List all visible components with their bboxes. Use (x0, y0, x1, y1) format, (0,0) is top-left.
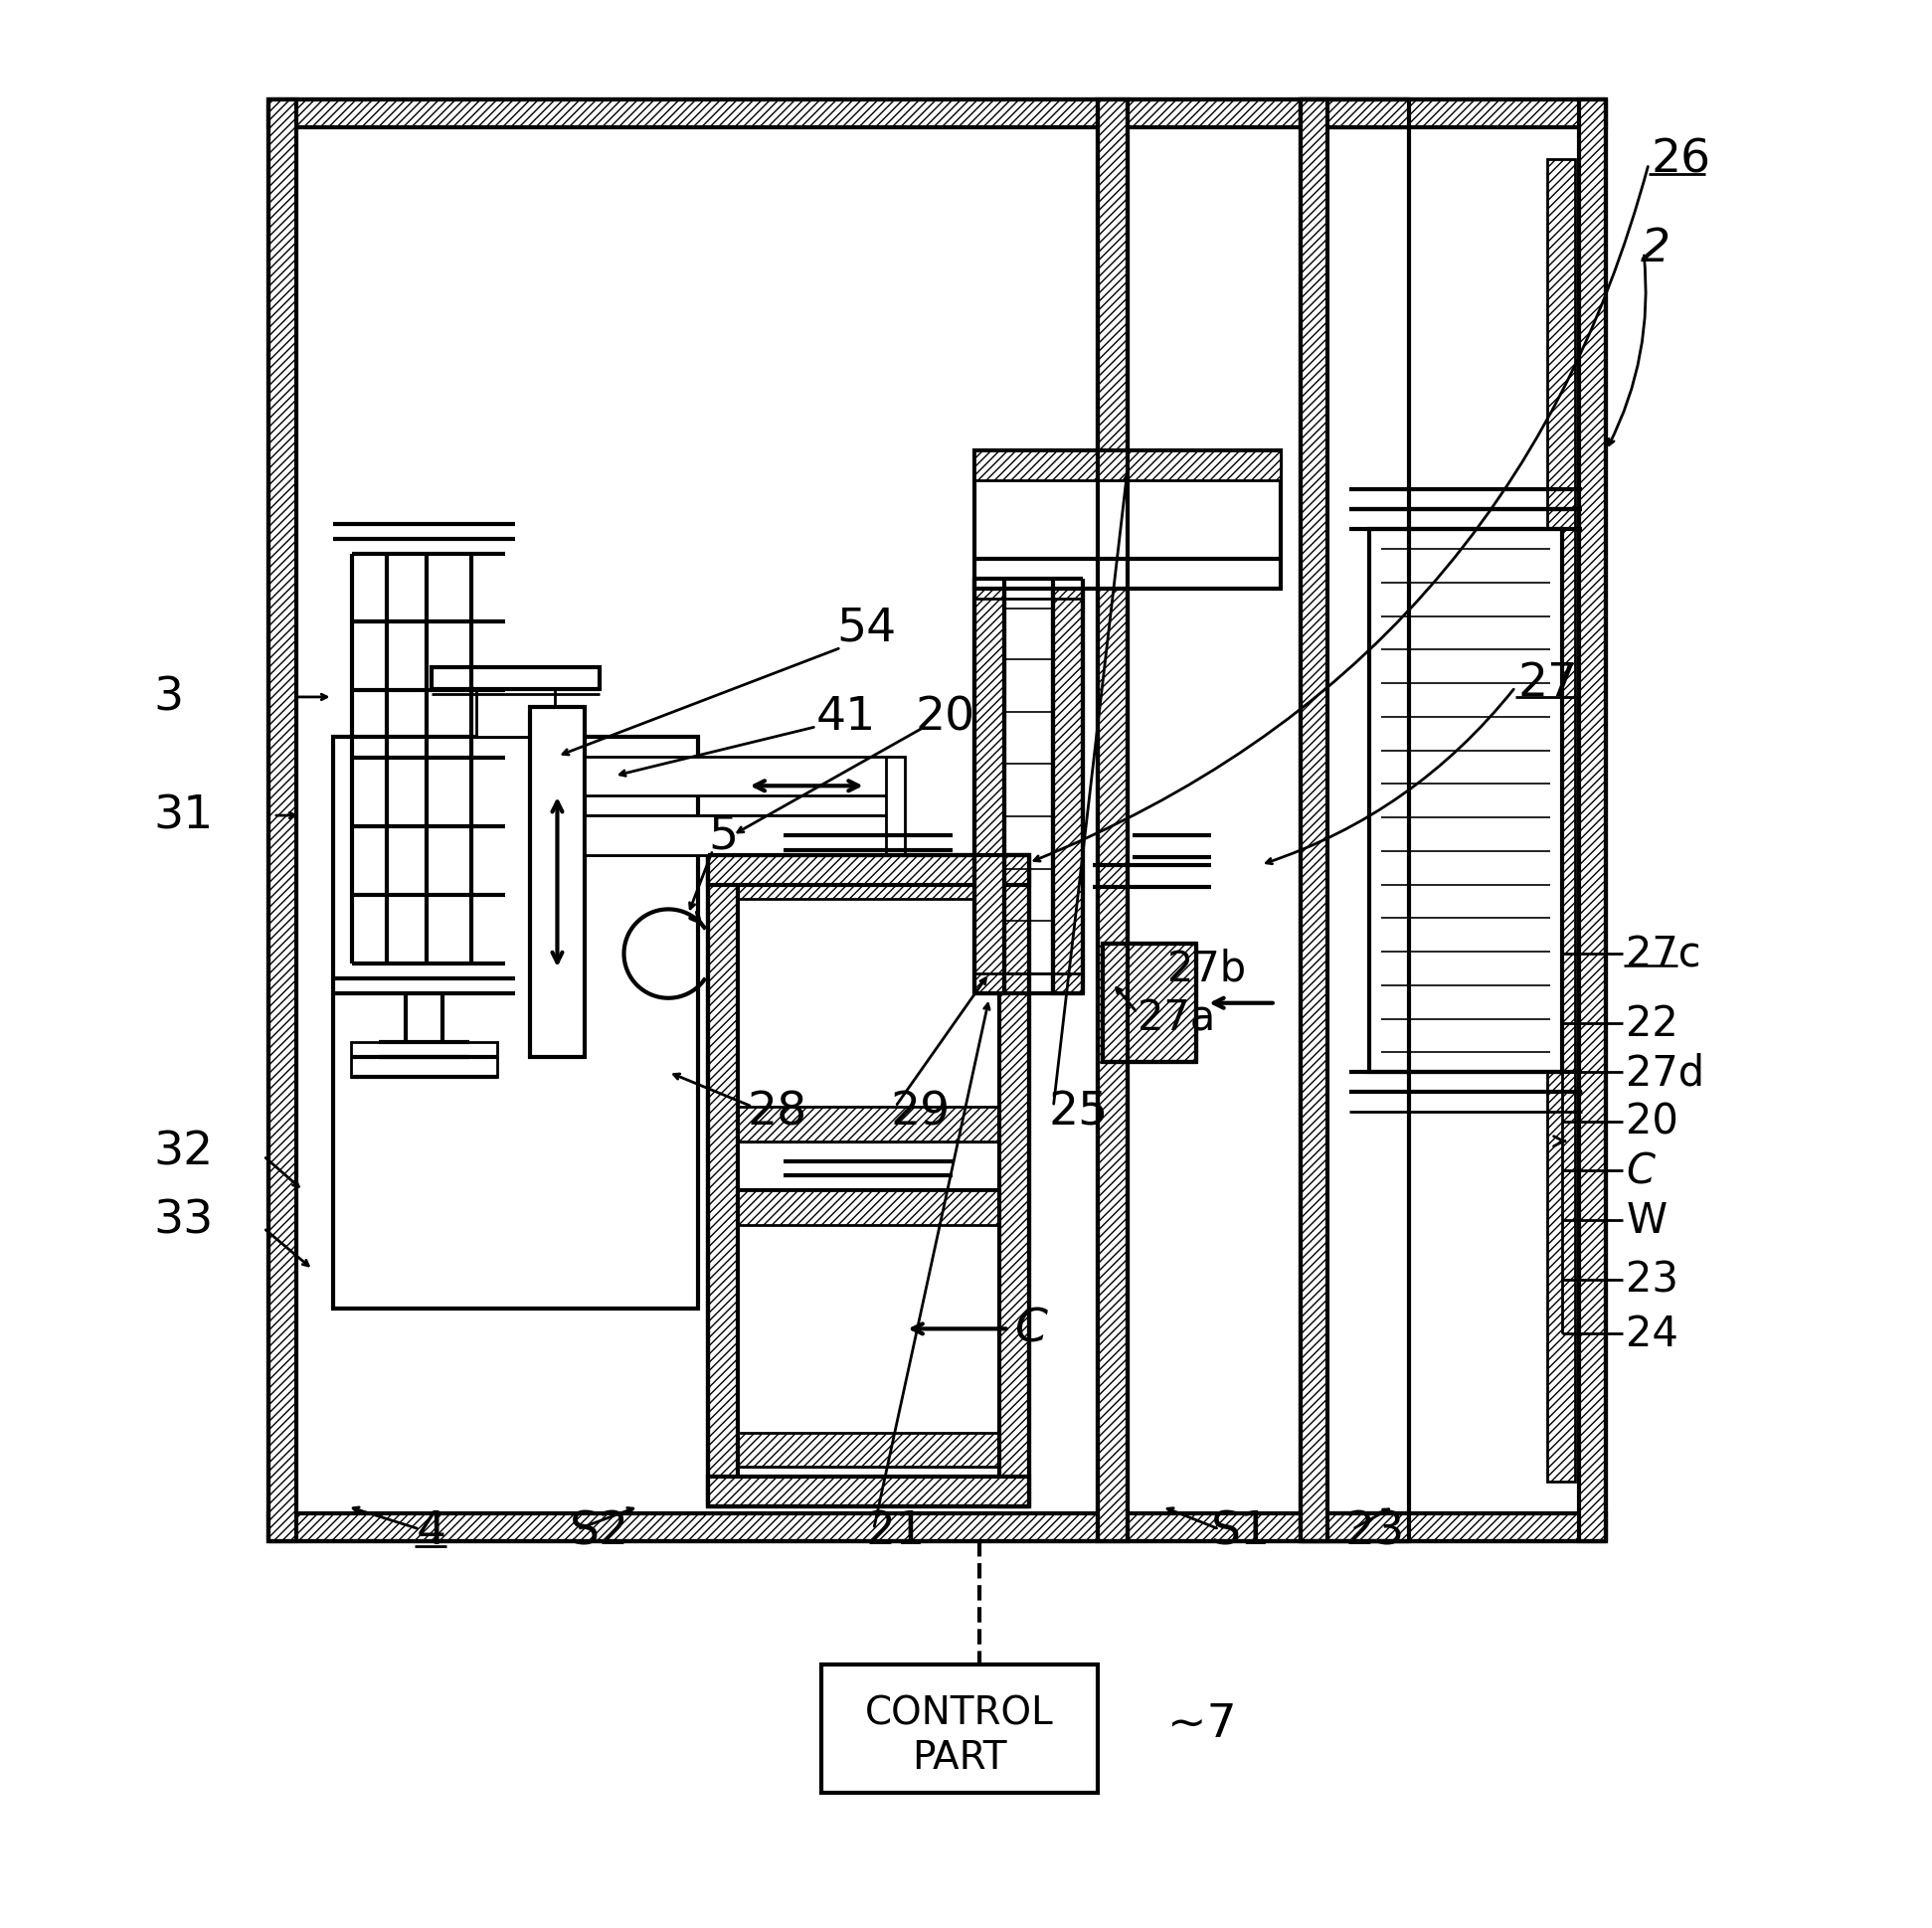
Text: 21: 21 (866, 1510, 925, 1554)
Bar (707, 856, 1028, 885)
Bar (728, 1192, 1009, 1226)
Text: 54: 54 (837, 605, 896, 652)
Bar (728, 1433, 1009, 1467)
Text: 29: 29 (891, 1089, 951, 1134)
Text: 27d: 27d (1627, 1051, 1704, 1093)
Text: 33: 33 (153, 1197, 213, 1244)
Text: S1: S1 (1211, 1510, 1271, 1554)
Text: ~7: ~7 (1167, 1700, 1236, 1747)
Text: 3: 3 (153, 675, 184, 719)
Bar (1053, 578, 1084, 993)
Bar (585, 816, 891, 856)
Bar (974, 451, 1281, 480)
Bar (885, 758, 906, 856)
Text: C: C (1014, 1307, 1047, 1352)
Text: 27b: 27b (1167, 949, 1246, 989)
Text: 27c: 27c (1627, 933, 1702, 976)
Bar (475, 667, 554, 736)
Text: 32: 32 (153, 1130, 213, 1174)
Bar (1578, 100, 1605, 1540)
Text: 25: 25 (1049, 1089, 1109, 1134)
Text: 20: 20 (1627, 1101, 1679, 1143)
Bar (431, 667, 599, 690)
Text: 23: 23 (1627, 1259, 1679, 1301)
Text: 20: 20 (916, 694, 976, 740)
Bar (728, 1192, 1009, 1467)
Text: 26: 26 (1650, 137, 1710, 183)
Text: 4: 4 (417, 1510, 446, 1554)
Text: 5: 5 (707, 814, 738, 858)
Text: 23: 23 (1345, 1510, 1405, 1554)
Text: CONTROL: CONTROL (866, 1695, 1055, 1731)
Bar (269, 1513, 1408, 1540)
Bar (707, 856, 738, 1506)
Bar (332, 736, 697, 1309)
Bar (999, 856, 1028, 1506)
Bar (1300, 1513, 1605, 1540)
Text: W: W (1627, 1199, 1667, 1242)
Text: 2: 2 (1640, 226, 1671, 272)
Bar (529, 708, 585, 1058)
Bar (821, 1664, 1097, 1793)
Text: PART: PART (912, 1737, 1007, 1776)
Text: 31: 31 (153, 794, 213, 839)
Text: 27a: 27a (1138, 997, 1215, 1039)
Text: C: C (1627, 1151, 1656, 1192)
Bar (1548, 160, 1575, 1483)
Text: 22: 22 (1627, 1003, 1679, 1045)
Bar (269, 100, 296, 1540)
Text: 28: 28 (748, 1089, 808, 1134)
Bar (269, 100, 1408, 129)
Text: 24: 24 (1627, 1313, 1679, 1355)
Bar (352, 1043, 497, 1078)
Text: S2: S2 (570, 1510, 630, 1554)
Bar (728, 1107, 1009, 1141)
Bar (1300, 100, 1327, 1540)
Bar (1097, 100, 1128, 1540)
Bar (585, 816, 891, 856)
Text: 41: 41 (817, 694, 877, 740)
Bar (707, 1477, 1028, 1506)
Bar (1300, 100, 1605, 129)
Bar (1370, 530, 1561, 1072)
Text: 27: 27 (1517, 661, 1577, 706)
Bar (585, 758, 891, 796)
Bar (728, 866, 1009, 900)
Bar (974, 578, 1005, 993)
Bar (1103, 945, 1196, 1062)
Bar (728, 866, 1009, 1141)
Bar (974, 451, 1281, 590)
